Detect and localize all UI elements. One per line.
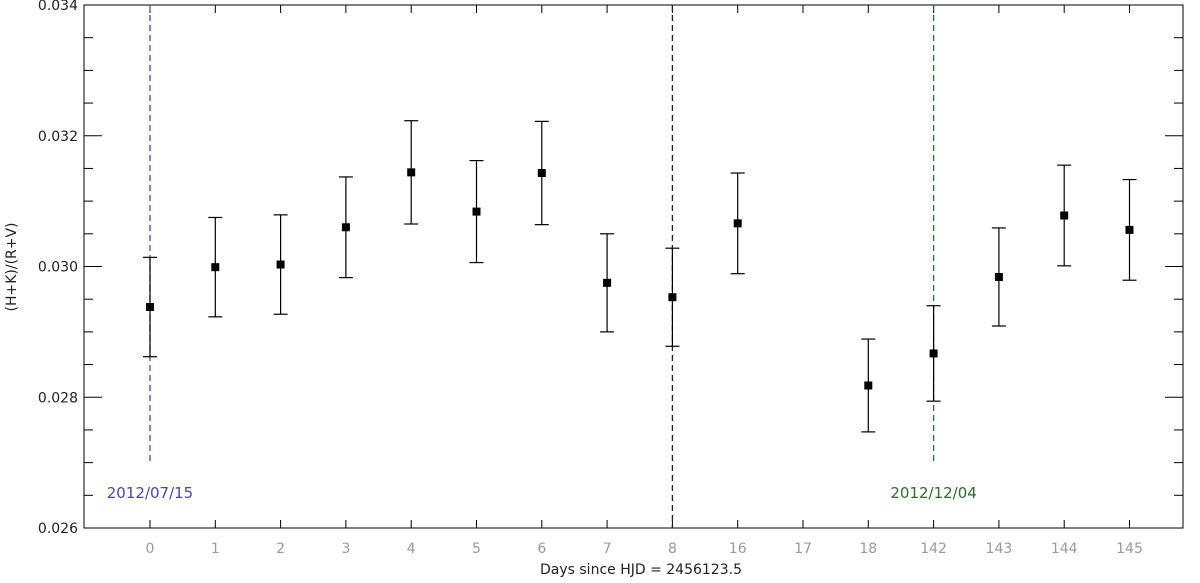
data-point [146,303,154,312]
y-tick-label: 0.032 [38,129,78,145]
data-point [603,278,612,287]
data-point [668,293,677,302]
y-axis-title: (H+K)/(R+V) [4,222,20,311]
y-tick-label: 0.034 [38,0,78,14]
axes: 0.026 0.028 0.030 0.032 0.034 0 1 2 3 4 5 6 7 8 16 17 18… [38,0,1184,557]
x-tick-label: 0 [146,541,155,557]
x-tick-label: 142 [920,541,947,557]
data-point [1060,211,1069,220]
x-tick-label: 6 [537,541,546,557]
data-point [1125,225,1134,234]
data-point [472,207,481,216]
plot-frame [83,4,1184,529]
data-point [211,263,220,272]
x-tick-label: 143 [986,541,1013,557]
x-tick-label: 145 [1116,541,1143,557]
x-tick-label: 2 [276,541,285,557]
data-point [341,223,350,232]
date-annotation: 2012/12/04 [890,484,976,502]
x-tick-label: 5 [472,541,481,557]
x-tick-label: 17 [794,541,812,557]
data-point [929,349,938,358]
data-point [537,169,546,178]
x-tick-label: 3 [341,541,350,557]
data-point [733,219,742,228]
data-point [276,260,285,269]
y-tick-label: 0.028 [38,390,78,406]
data-point [994,272,1003,281]
labels: Days since HJD = 2456123.5 (H+K)/(R+V) [4,222,742,578]
x-tick-label: 8 [668,541,677,557]
x-axis-title: Days since HJD = 2456123.5 [540,562,742,578]
data-point [407,168,416,177]
x-tick-label: 7 [603,541,612,557]
x-tick-label: 1 [211,541,220,557]
y-tick-label: 0.026 [38,521,78,537]
date-annotation: 2012/07/15 [107,484,193,502]
x-tick-label: 16 [729,541,747,557]
reference-lines: 2012/07/15 2012/12/04 [107,5,977,528]
x-tick-label: 144 [1051,541,1078,557]
x-tick-label: 18 [859,541,877,557]
data-point [864,381,873,390]
y-tick-label: 0.030 [38,260,78,276]
x-tick-label: 4 [407,541,416,557]
data-points [143,120,1137,433]
